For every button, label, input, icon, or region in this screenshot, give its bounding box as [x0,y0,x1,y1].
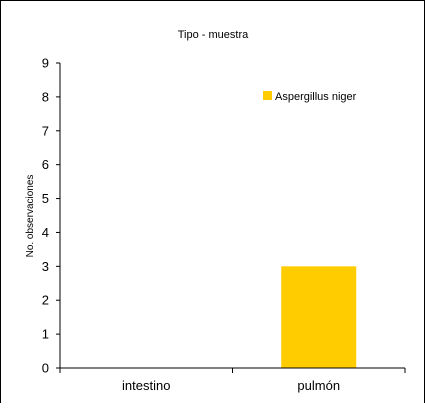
axes-layer [56,63,406,373]
y-tick-label: 7 [42,123,49,138]
y-tick-label: 1 [42,327,49,342]
y-tick-label: 6 [42,157,49,172]
y-axis-title: No. observaciones [25,175,36,258]
legend-swatch [263,91,272,100]
chart-title: Tipo - muestra [178,29,249,41]
y-tick-label: 9 [42,56,49,71]
bars-layer [281,266,357,368]
legend: Aspergillus niger [263,91,357,103]
y-tick-label: 4 [42,225,49,240]
legend-label: Aspergillus niger [275,91,357,103]
y-tick-label: 0 [42,361,49,376]
x-tick-label: pulmón [297,378,340,393]
x-tick-label: intestino [122,378,170,393]
ticks-layer: 0 1 2 3 4 5 6 7 8 9 intestino pulmón [42,56,340,394]
bar-pulmón [281,266,357,368]
y-tick-label: 2 [42,293,49,308]
y-tick-label: 5 [42,191,49,206]
y-tick-label: 8 [42,89,49,104]
y-tick-label: 3 [42,259,49,274]
